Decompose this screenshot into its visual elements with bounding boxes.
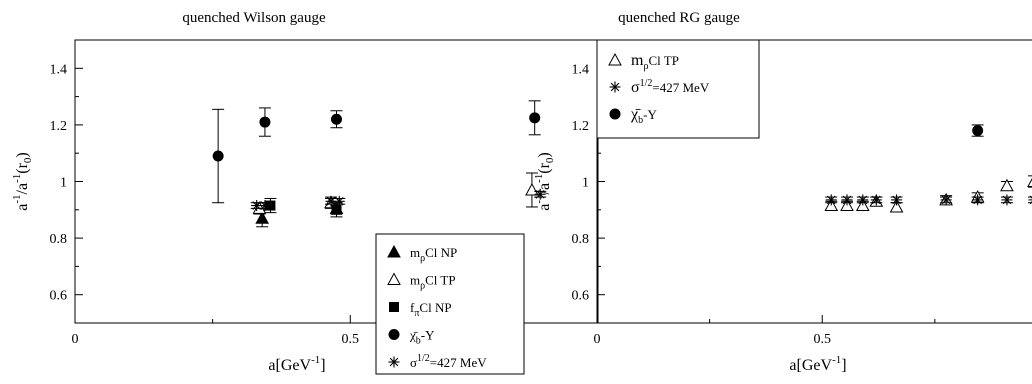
data-point bbox=[259, 200, 271, 212]
data-point bbox=[972, 125, 984, 137]
data-point bbox=[1001, 194, 1013, 206]
data-point bbox=[940, 194, 952, 206]
y-tick-label: 0.8 bbox=[50, 232, 68, 247]
y-tick-label: 1 bbox=[582, 176, 589, 191]
legend: mρCl TP σ1/2=427 MeV χ̄b-Υ bbox=[596, 39, 760, 139]
data-point bbox=[331, 113, 342, 125]
legend-label: σ1/2=427 MeV bbox=[410, 353, 487, 370]
data-point bbox=[255, 211, 270, 224]
data-point bbox=[529, 112, 541, 124]
y-tick-label: 1.4 bbox=[572, 62, 590, 77]
data-point bbox=[212, 150, 224, 162]
legend-label: mρCl TP bbox=[631, 52, 679, 72]
data-point bbox=[841, 194, 853, 206]
error-bar bbox=[1027, 196, 1032, 204]
legend-marker bbox=[387, 244, 401, 258]
series-2 bbox=[825, 194, 1032, 206]
data-point bbox=[534, 188, 546, 200]
data-point bbox=[825, 194, 837, 206]
data-point bbox=[1028, 195, 1032, 205]
legend-label: mρCl NP bbox=[410, 245, 457, 264]
data-point bbox=[1027, 178, 1032, 187]
data-point bbox=[525, 182, 539, 196]
y-axis-label: a-1/a-1(r0) bbox=[11, 152, 34, 210]
y-tick-label: 0.6 bbox=[50, 289, 68, 304]
data-point bbox=[870, 194, 882, 206]
x-tick-label: 0 bbox=[594, 332, 601, 347]
data-point bbox=[857, 194, 869, 206]
x-tick-label: 0.5 bbox=[342, 332, 360, 347]
legend-marker bbox=[608, 52, 622, 66]
legend-label: χ̄b-Υ bbox=[409, 328, 435, 347]
legend-label: σ1/2=427 MeV bbox=[631, 78, 710, 96]
y-tick-label: 1 bbox=[60, 176, 67, 191]
data-point bbox=[891, 194, 903, 206]
series-5 bbox=[250, 188, 547, 212]
y-tick-label: 1.4 bbox=[50, 62, 68, 77]
data-point bbox=[259, 116, 271, 128]
series-1 bbox=[824, 175, 1032, 213]
x-tick-label: 0 bbox=[72, 332, 79, 347]
legend-label: fπCl NP bbox=[410, 300, 452, 319]
chart-panel-2: quenched RG gauge0.60.811.21.400.51a[GeV… bbox=[533, 10, 1032, 374]
y-tick-label: 0.6 bbox=[572, 289, 590, 304]
series-3 bbox=[971, 124, 984, 137]
series-2 bbox=[252, 172, 539, 215]
y-axis-label: a-1/a-1(r0) bbox=[533, 152, 556, 210]
data-point bbox=[1000, 178, 1014, 192]
legend: mρCl NP mρCl TP fπCl NP χ̄b-Υ σ1/2=427 MeV bbox=[375, 233, 525, 375]
legend-label: χ̄b-Υ bbox=[630, 106, 657, 126]
data-point bbox=[889, 199, 904, 213]
legend-marker bbox=[389, 302, 399, 312]
error-bar bbox=[1027, 175, 1032, 188]
x-axis-label: a[GeV-1] bbox=[789, 354, 846, 374]
y-tick-label: 1.2 bbox=[50, 119, 68, 134]
series-4 bbox=[212, 100, 541, 204]
legend-marker bbox=[609, 81, 621, 93]
y-tick-label: 0.8 bbox=[572, 232, 590, 247]
legend-label: mρCl TP bbox=[410, 273, 456, 292]
x-axis-label: a[GeV-1] bbox=[268, 354, 325, 374]
data-point bbox=[972, 194, 984, 206]
x-tick-label: 0.5 bbox=[813, 332, 831, 347]
legend-marker bbox=[388, 356, 400, 368]
legend-marker bbox=[387, 272, 401, 285]
chart-title: quenched RG gauge bbox=[618, 10, 740, 26]
legend-marker bbox=[609, 108, 621, 120]
data-point bbox=[331, 204, 342, 215]
y-tick-label: 1.2 bbox=[572, 119, 590, 134]
legend-box bbox=[596, 39, 760, 139]
chart-title: quenched Wilson gauge bbox=[182, 10, 326, 26]
legend-marker bbox=[388, 329, 400, 340]
data-point bbox=[265, 200, 276, 211]
data-point bbox=[333, 195, 345, 207]
chart-panel-1: quenched Wilson gauge 0.6 0.8 1 1.2 1.4 0 0.5 a[… bbox=[11, 10, 599, 375]
